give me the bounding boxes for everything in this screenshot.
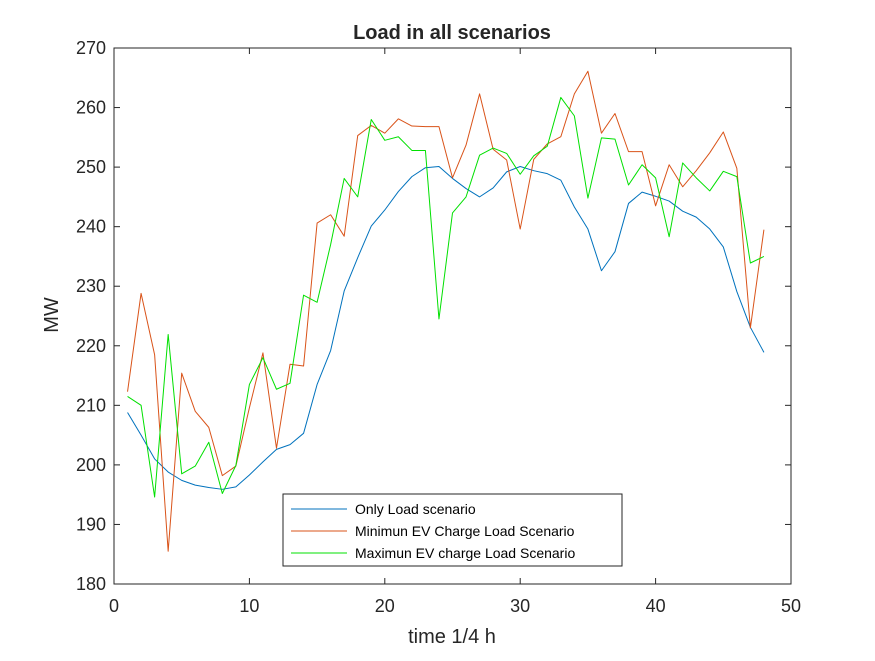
y-tick-label: 270	[76, 38, 106, 58]
chart-title: Load in all scenarios	[353, 22, 551, 44]
x-tick-label: 30	[510, 596, 530, 616]
y-tick-label: 180	[76, 574, 106, 594]
y-tick-label: 220	[76, 336, 106, 356]
y-tick-label: 250	[76, 157, 106, 177]
y-tick-label: 200	[76, 455, 106, 475]
series-line-1	[127, 70, 765, 552]
legend-label: Only Load scenario	[355, 501, 476, 517]
x-tick-label: 50	[781, 596, 801, 616]
legend: Only Load scenario Minimun EV Charge Load…	[282, 493, 623, 567]
series-line-0	[127, 166, 765, 490]
y-tick-label: 240	[76, 217, 106, 237]
series-layer	[127, 70, 765, 552]
y-tick-label: 230	[76, 276, 106, 296]
y-tick-label: 190	[76, 514, 106, 534]
legend-label: Minimun EV Charge Load Scenario	[355, 523, 575, 539]
x-tick-label: 20	[375, 596, 395, 616]
tick-layer: 0 10 20 30 40 50 180 190 200 210 220 230 240 250 260 27…	[76, 38, 801, 616]
plot-area	[113, 47, 792, 585]
x-tick-label: 0	[109, 596, 119, 616]
legend-label: Maximun EV charge Load Scenario	[355, 545, 575, 561]
series-line-2	[127, 96, 765, 498]
y-tick-label: 260	[76, 98, 106, 118]
x-tick-label: 40	[646, 596, 666, 616]
x-tick-label: 10	[239, 596, 259, 616]
y-tick-label: 210	[76, 395, 106, 415]
legend-box	[282, 493, 623, 567]
x-axis-label: time 1/4 h	[408, 626, 496, 648]
y-axis-label: MW	[41, 297, 63, 333]
